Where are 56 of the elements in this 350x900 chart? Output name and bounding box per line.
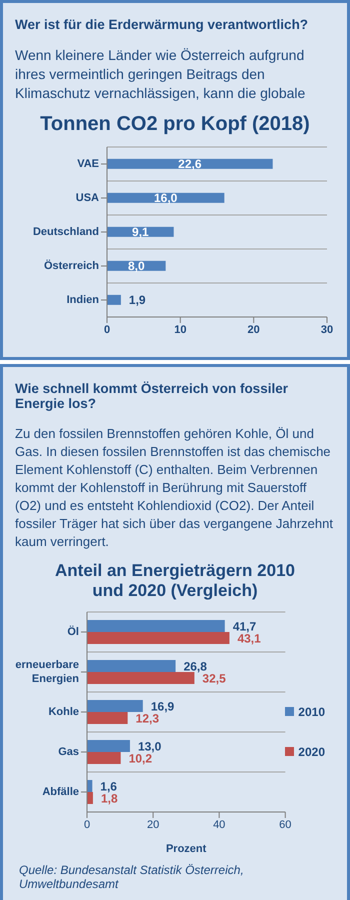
bar [87,752,121,764]
x-tick-label: 10 [174,324,186,336]
bar [87,792,93,804]
bar [107,192,224,203]
source-note: Quelle: Bundesanstalt Statistik Österreich, Umweltbundesamt [19,863,245,891]
bar [87,632,230,644]
x-tick-label: 60 [279,818,292,831]
data-label: 12,3 [136,711,160,726]
x-tick-label: 40 [213,818,226,831]
y-tick-label: VAE [77,158,99,170]
bar [87,620,225,632]
y-tick-label: Indien [66,294,100,306]
bar [87,780,92,792]
bar [87,672,194,684]
legend-label: 2010 [298,705,325,719]
data-label: 16,9 [150,699,175,714]
data-label: 1,8 [100,791,118,806]
y-tick-label: USA [76,192,100,204]
bar [107,158,273,169]
data-label: 9,1 [132,224,150,239]
data-label: 43,1 [237,631,262,646]
legend-label: 2020 [298,745,325,759]
x-tick-label: 0 [84,818,90,831]
text: Wie schnell kommt Österreich von fossiler Energie los? [15,381,289,411]
y-tick-label: Öl [67,625,79,638]
text: Wer ist für die Erderwärmung verantwortlich? [15,17,310,32]
data-label: 1,6 [100,779,118,794]
data-label: 1,9 [128,292,146,307]
x-tick-label: 20 [248,324,260,336]
y-tick-label: erneuerbare Energien [15,659,80,685]
y-tick-label: Österreich [44,259,100,272]
data-label: 22,6 [178,156,202,171]
bar [87,660,176,672]
bar [87,712,128,724]
bar [107,294,121,305]
text: Zu den fossilen Brennstoffen gehören Kohle, Öl und Gas. In diesen fossilen Brennstoffen ist das chemische Element Kohlenstoff (C) enthalten. Beim Verbrennen kommt der Kohlenstoff in Berührung mit Sauerstoff (O2) und es entsteht Kohlendioxid (CO2). Der Anteil fossiler Träger hat sich über das vergangene Jahrzehnt kaum verringert. [15,425,334,551]
y-tick-label: Deutschland [32,226,99,238]
data-label: 10,2 [128,751,152,766]
bar [87,700,143,712]
y-tick-label: Kohle [48,706,79,718]
data-label: 13,0 [138,739,162,754]
data-label: 16,0 [154,190,178,205]
data-label: 8,0 [128,258,145,273]
y-tick-label: Gas [58,746,79,758]
data-label: 41,7 [232,619,256,634]
x-axis-title: Prozent [166,843,207,855]
x-tick-label: 30 [320,324,334,336]
bar [87,740,130,752]
x-tick-label: 20 [146,818,160,831]
data-label: 26,8 [184,659,208,674]
chart-title: Anteil an Energieträgern 2010 und 2020 (Vergleich) [54,561,296,601]
chart-title: Tonnen CO2 pro Kopf (2018) [39,113,311,136]
x-tick-label: 0 [104,324,110,336]
data-label: 32,5 [202,671,226,686]
y-tick-label: Abfälle [42,786,79,798]
text: Wenn kleinere Länder wie Österreich aufgrund ihres vermeintlich geringen Beitrags den Klimaschutz vernachlässigen, kann die globale [15,46,306,103]
